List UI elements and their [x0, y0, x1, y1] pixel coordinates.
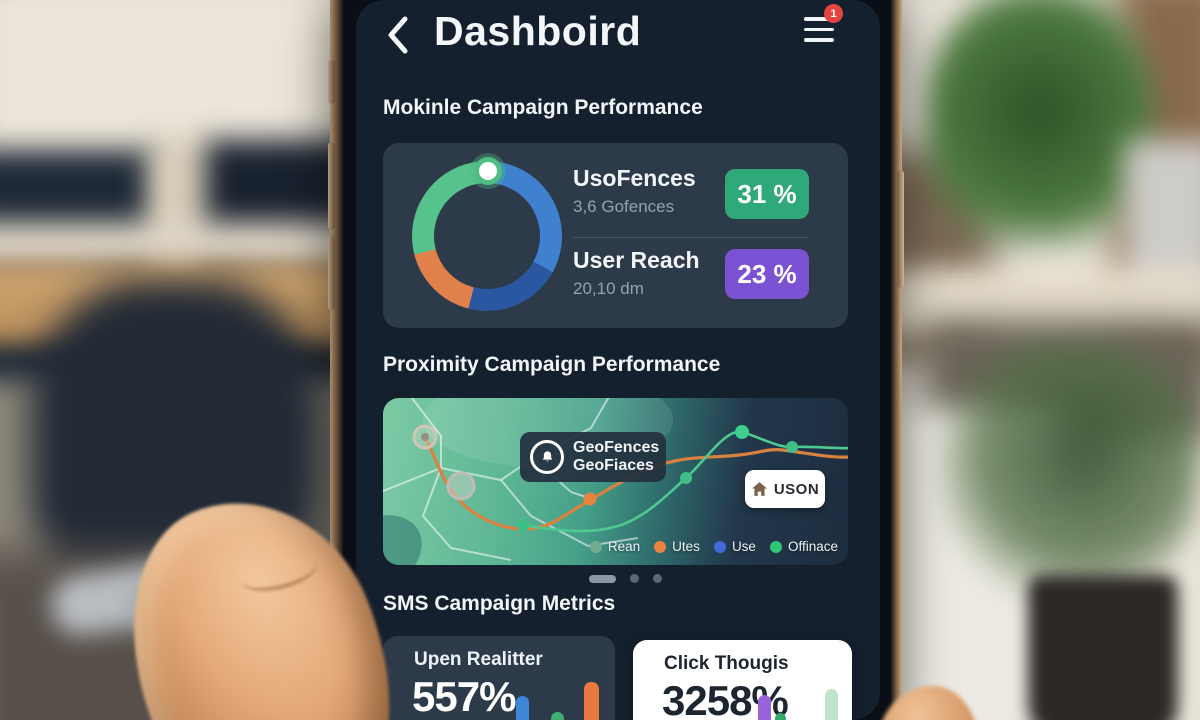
background-plant-leaves	[940, 340, 1200, 600]
legend-label: Utes	[672, 539, 700, 554]
donut-marker-dot	[474, 157, 502, 185]
notification-badge: 1	[824, 4, 843, 23]
map-pill-line1: GeoFences	[573, 439, 660, 456]
section-title-mobile-campaign: Mokinle Campaign Performance	[383, 96, 703, 119]
hamburger-menu-button[interactable]	[804, 17, 834, 49]
map-legend: Rean Utes Use Offinace	[589, 539, 838, 554]
geofences-map-pill[interactable]: GeoFences GeoFiaces	[520, 432, 666, 482]
donut-chart	[412, 157, 562, 311]
phone-screen: Dashboird 1 Mokinle Campaign Performance…	[356, 0, 880, 720]
stat-label: User Reach	[573, 247, 700, 273]
uson-button-label: USON	[773, 480, 820, 498]
legend-item: Offinace	[769, 539, 838, 554]
mini-bar-blue	[516, 696, 529, 720]
phone-frame: Dashboird 1 Mokinle Campaign Performance…	[328, 0, 904, 720]
uson-button[interactable]: USON	[745, 470, 825, 508]
volume-up-button	[328, 60, 335, 104]
legend-label: Offinace	[787, 539, 838, 554]
stat-badge-green: 31 %	[725, 169, 809, 219]
legend-label: Rean	[607, 539, 641, 554]
legend-label: Use	[731, 539, 756, 554]
stat-sublabel: 3,6 Gofences	[573, 197, 675, 216]
stat-sublabel: 20,10 dm	[573, 279, 644, 298]
legend-dot-teal	[589, 540, 602, 553]
carousel-dot[interactable]	[653, 574, 662, 583]
mini-bar-mint-tall	[825, 689, 838, 720]
legend-dot-green	[769, 540, 782, 553]
background-plant-pot	[1028, 575, 1178, 720]
legend-item: Utes	[654, 539, 700, 554]
mini-bar-green	[551, 712, 564, 720]
metric-title: Click Thougis	[664, 653, 789, 674]
sms-metric-card-open-rate: Upen Realitter 557% Click trough	[383, 636, 615, 720]
volume-down-button	[328, 142, 335, 230]
page-title: Dashboird	[434, 8, 642, 54]
metric-value: 557%	[412, 673, 516, 720]
section-title-proximity-campaign: Proximity Campaign Performance	[383, 353, 721, 376]
phone-right-edge	[891, 0, 902, 720]
chevron-left-icon	[388, 16, 408, 54]
metric-title: Upen Realitter	[414, 649, 543, 670]
hamburger-line	[804, 27, 834, 31]
carousel-dot-active[interactable]	[589, 574, 616, 583]
proximity-map-card[interactable]: GeoFences GeoFiaces USON Rean	[383, 398, 848, 565]
mini-bar-purple	[758, 695, 771, 720]
legend-dot-blue	[713, 540, 726, 553]
back-button[interactable]	[385, 14, 411, 56]
map-pill-line2: GeoFiaces	[573, 457, 654, 474]
divider	[573, 237, 809, 238]
mini-bar-green	[775, 713, 786, 720]
bell-circle-icon	[530, 440, 564, 474]
mini-bar-orange	[584, 682, 599, 720]
sms-metric-card-click-through: Click Thougis 3258% Click Itough	[633, 640, 852, 720]
legend-item: Rean	[589, 539, 641, 554]
hamburger-line	[804, 38, 834, 42]
background-plant	[925, 0, 1155, 265]
power-button	[897, 170, 904, 288]
home-icon	[751, 482, 767, 496]
hamburger-line	[804, 17, 834, 21]
carousel-dot[interactable]	[630, 574, 639, 583]
stat-badge-purple: 23 %	[725, 249, 809, 299]
legend-dot-orange	[654, 540, 667, 553]
mute-slider-button	[328, 235, 335, 310]
mobile-campaign-card: UsoFences 3,6 Gofences 31 % User Reach 2…	[383, 143, 848, 328]
carousel-dots	[589, 574, 662, 583]
legend-item: Use	[713, 539, 756, 554]
section-title-sms-metrics: SMS Campaign Metrics	[383, 592, 616, 615]
stat-label: UsoFences	[573, 165, 696, 191]
